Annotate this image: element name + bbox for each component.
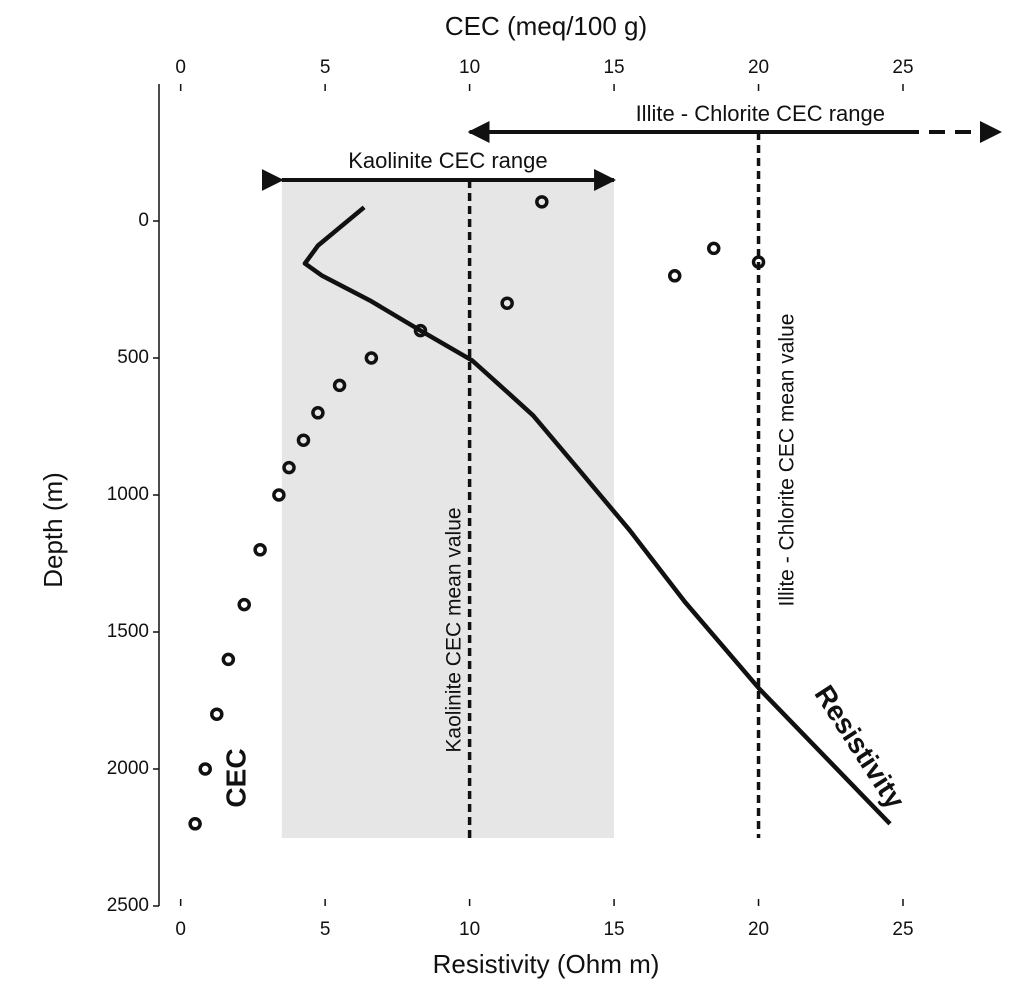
x2-tick-label: 10 xyxy=(459,57,480,78)
x2-axis-title: CEC (meq/100 g) xyxy=(445,11,647,41)
x-tick-label: 25 xyxy=(892,919,913,940)
cec-point xyxy=(282,460,296,475)
y-tick-label: 1000 xyxy=(107,484,149,505)
range-label: Illite - Chlorite CEC range xyxy=(636,101,885,126)
cec-point xyxy=(296,433,311,447)
x2-tick-label: 0 xyxy=(175,57,186,78)
y-tick-label: 1500 xyxy=(107,621,149,642)
x-tick-label: 20 xyxy=(748,919,769,940)
cec-point xyxy=(198,762,212,776)
x-tick-label: 15 xyxy=(603,919,624,940)
x2-tick-label: 5 xyxy=(320,57,331,78)
y-tick-label: 0 xyxy=(138,210,149,231)
cec-point xyxy=(210,707,224,721)
range-label: Kaolinite CEC range xyxy=(348,148,547,173)
cec-point xyxy=(413,323,428,338)
cec-point xyxy=(667,269,682,283)
x2-tick-label: 25 xyxy=(892,57,913,78)
x2-tick-label: 20 xyxy=(748,57,769,78)
resistivity-line xyxy=(302,205,892,826)
cec-point xyxy=(364,351,379,365)
x-tick-label: 10 xyxy=(459,919,480,940)
y-tick-label: 2500 xyxy=(107,895,149,916)
mean-label: Kaolinite CEC mean value xyxy=(443,507,466,752)
cec-point xyxy=(237,597,251,612)
series-label: CEC xyxy=(220,748,251,807)
cec-point xyxy=(500,296,514,310)
x-axis-title: Resistivity (Ohm m) xyxy=(433,949,660,979)
cec-point xyxy=(253,543,267,557)
cec-point xyxy=(221,652,236,667)
x-tick-label: 0 xyxy=(175,919,186,940)
cec-point xyxy=(535,195,549,209)
cec-point xyxy=(751,255,766,269)
cec-point xyxy=(188,817,202,831)
cec-point xyxy=(272,488,286,502)
range-shade xyxy=(281,180,615,838)
cec-point xyxy=(706,241,721,256)
x-tick-label: 5 xyxy=(320,919,331,940)
cec-point xyxy=(311,406,325,420)
y-axis-title: Depth (m) xyxy=(38,472,68,588)
y-tick-label: 500 xyxy=(117,347,149,368)
mean-label: Illite - Chlorite CEC mean value xyxy=(776,314,799,607)
cec-point xyxy=(332,378,347,393)
x2-tick-label: 15 xyxy=(603,57,624,78)
y-tick-label: 2000 xyxy=(107,758,149,779)
